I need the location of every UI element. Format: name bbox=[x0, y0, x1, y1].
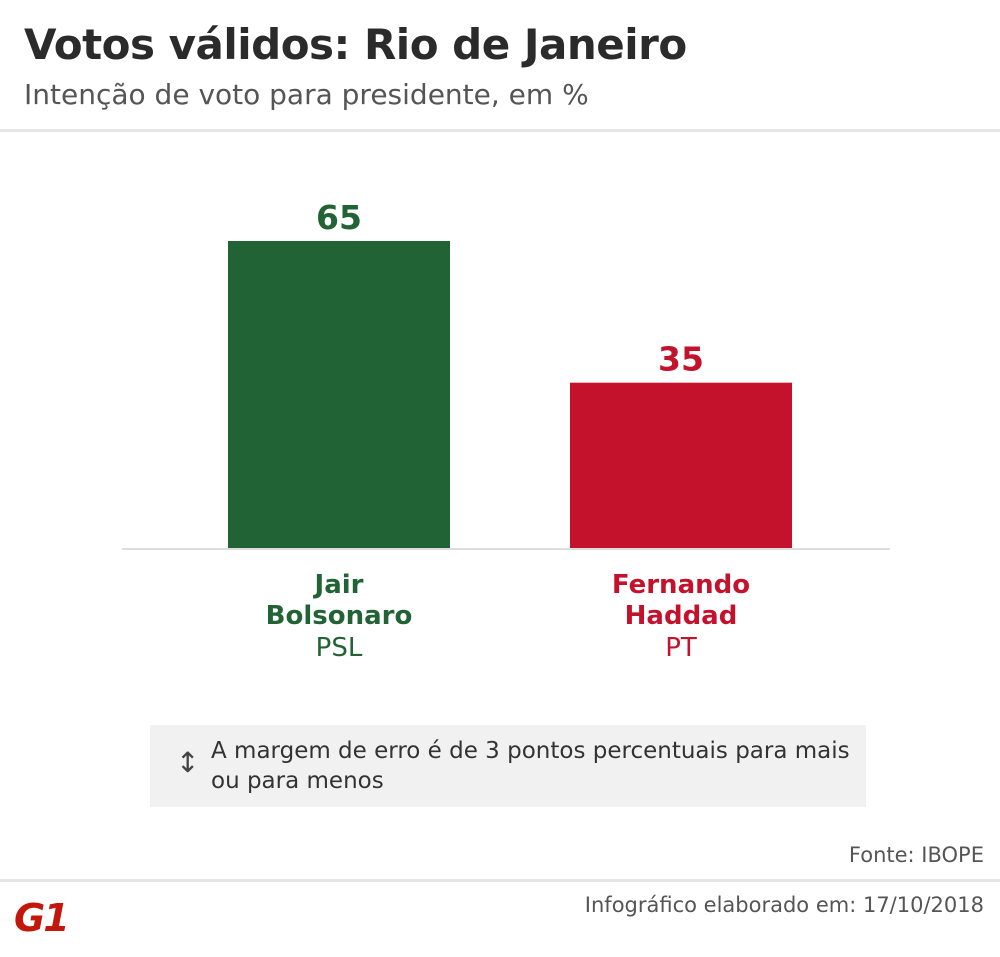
credit-text: Infográfico elaborado em: 17/10/2018 bbox=[584, 893, 984, 917]
category-label-1-line-1: Jair bbox=[313, 570, 364, 600]
party-label-2: PT bbox=[665, 633, 697, 663]
bar-value-label-1: 65 bbox=[316, 198, 362, 237]
chart-title: Votos válidos: Rio de Janeiro bbox=[24, 20, 687, 69]
category-label-2-line-1: Fernando bbox=[612, 570, 750, 600]
bar-2 bbox=[570, 382, 792, 548]
chart-subtitle: Intenção de voto para presidente, em % bbox=[24, 78, 589, 111]
source-text: Fonte: IBOPE bbox=[848, 843, 984, 867]
header-divider bbox=[0, 129, 1000, 132]
bar-value-label-2: 35 bbox=[658, 340, 704, 379]
party-label-1: PSL bbox=[316, 633, 363, 663]
footer-divider bbox=[0, 879, 1000, 882]
bar-1 bbox=[228, 241, 450, 548]
margin-of-error-note: ↕ A margem de erro é de 3 pontos percent… bbox=[150, 725, 866, 807]
margin-of-error-text: A margem de erro é de 3 pontos percentua… bbox=[211, 738, 850, 794]
category-label-2-line-2: Haddad bbox=[625, 601, 738, 631]
category-label-1-line-2: Bolsonaro bbox=[266, 601, 413, 631]
g1-logo-text: G1 bbox=[14, 896, 68, 936]
g1-logo: G1 bbox=[14, 896, 70, 936]
vertical-double-arrow-icon: ↕ bbox=[176, 746, 200, 779]
